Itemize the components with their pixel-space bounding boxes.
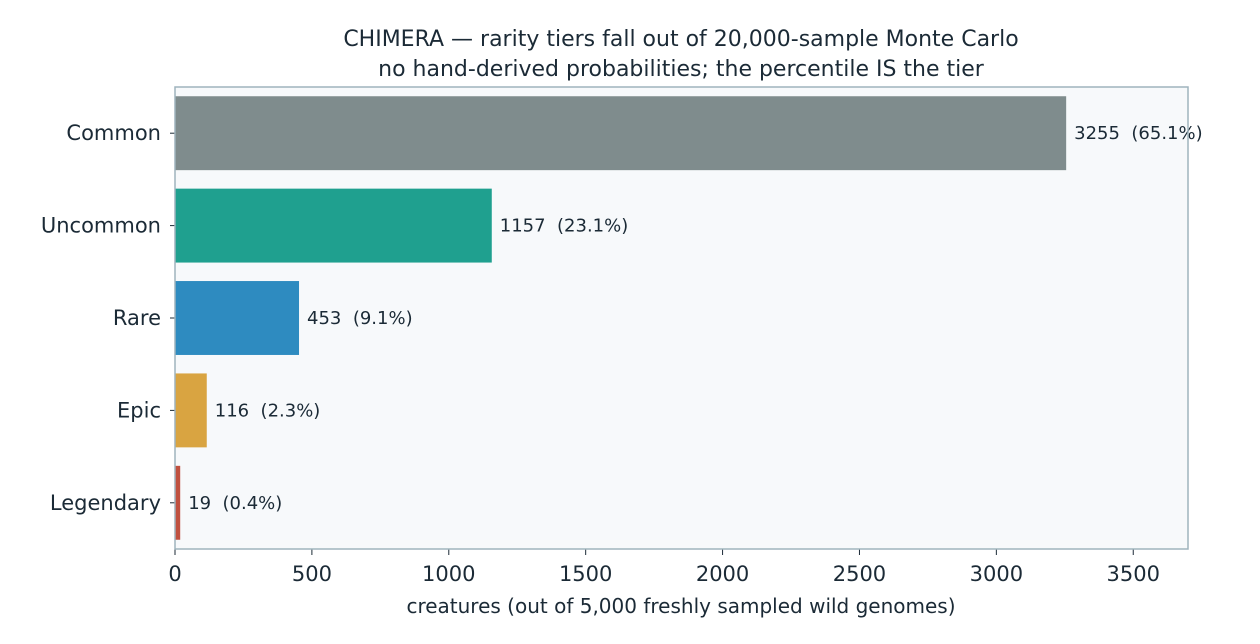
bar-rare [175,281,300,355]
y-tick-label-common: Common [66,121,161,145]
bars-group [175,96,1067,540]
chart-title: CHIMERA — rarity tiers fall out of 20,00… [343,27,1018,52]
x-tick-label-1000: 1000 [422,562,475,586]
bar-common [175,96,1067,171]
x-tick-label-2000: 2000 [696,562,749,586]
y-tick-label-rare: Rare [113,306,161,330]
x-tick-label-2500: 2500 [833,562,886,586]
x-axis-label: creatures (out of 5,000 freshly sampled … [406,594,955,618]
data-label-rare: 453 (9.1%) [307,308,413,329]
data-label-common: 3255 (65.1%) [1074,123,1202,144]
x-tick-label-3000: 3000 [970,562,1023,586]
y-tick-label-legendary: Legendary [50,491,161,515]
bar-uncommon [175,188,492,263]
y-tick-label-epic: Epic [117,398,161,422]
data-label-epic: 116 (2.3%) [215,400,321,421]
x-tick-label-3500: 3500 [1107,562,1160,586]
y-axis-ticks: Common Uncommon Rare Epic Legendary [41,121,175,515]
data-label-legendary: 19 (0.4%) [188,493,282,514]
bar-legendary [175,465,181,540]
x-axis-ticks: 0 500 1000 1500 2000 2500 3000 3500 [168,549,1160,586]
y-tick-label-uncommon: Uncommon [41,214,161,238]
plot-frame [174,86,1189,550]
x-tick-label-1500: 1500 [559,562,612,586]
chart-subtitle: no hand-derived probabilities; the perce… [378,57,985,82]
data-label-uncommon: 1157 (23.1%) [500,216,628,237]
x-tick-label-500: 500 [292,562,332,586]
bar-epic [175,373,207,448]
x-tick-label-0: 0 [168,562,181,586]
data-labels-group: 3255 (65.1%) 1157 (23.1%) 453 (9.1%) 116 (2… [188,123,1202,514]
